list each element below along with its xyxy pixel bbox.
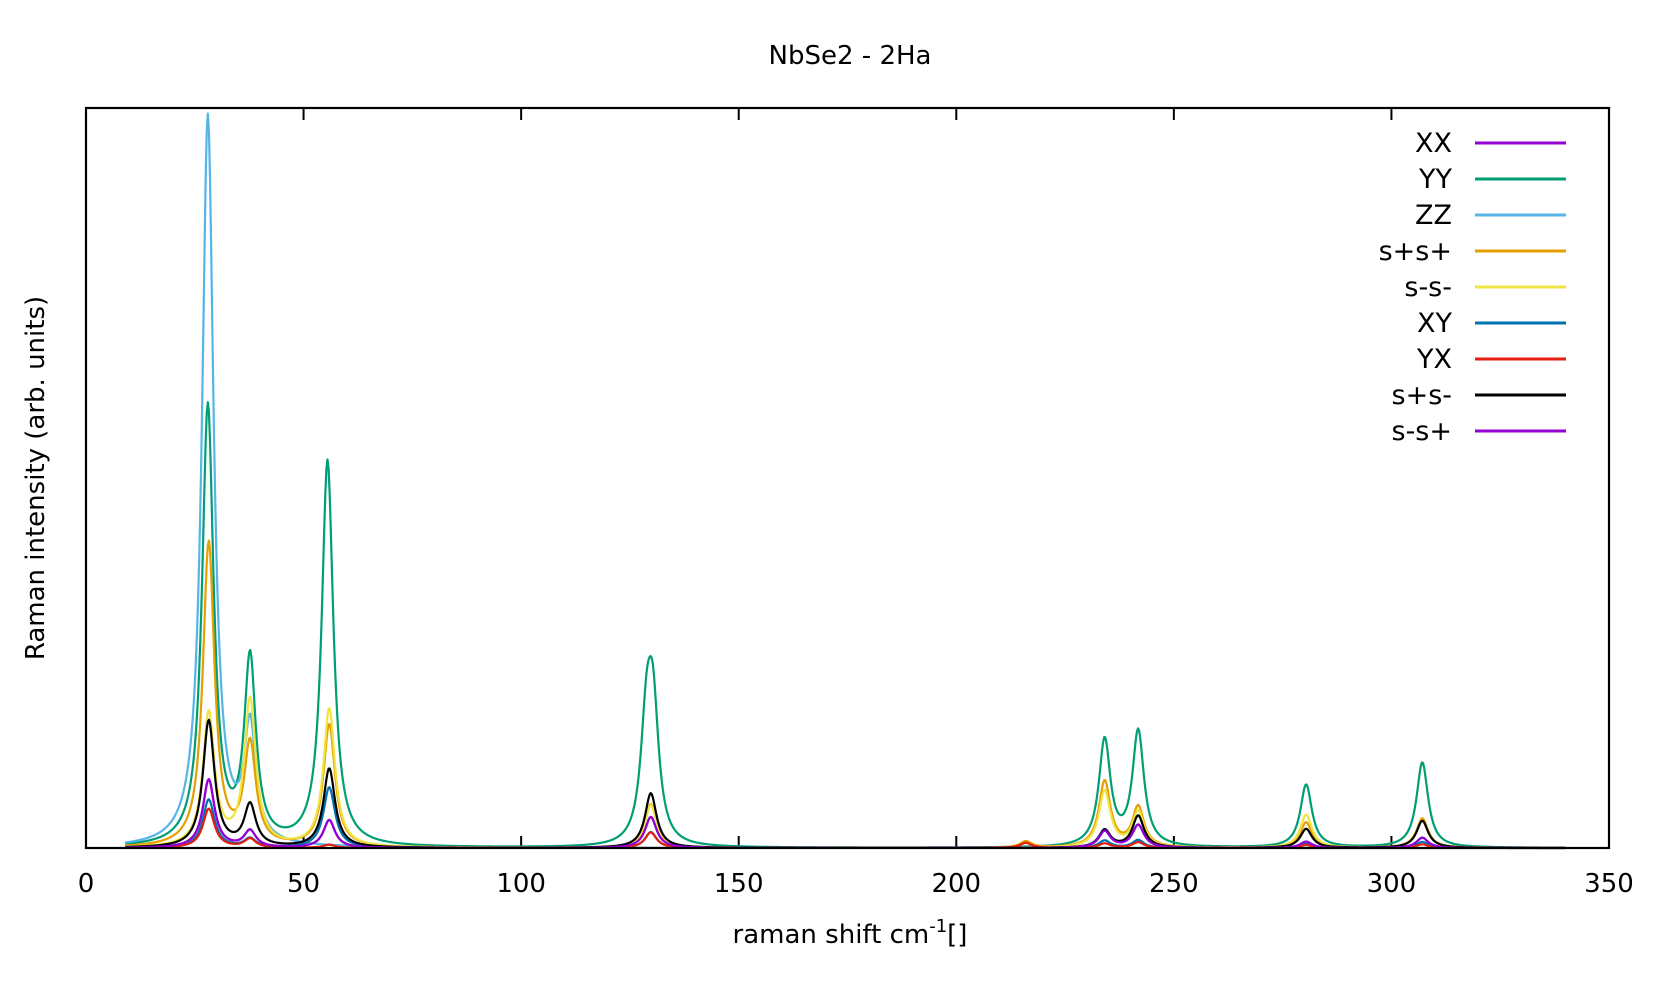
x-tick-label: 100 <box>496 869 546 899</box>
legend-label: s+s+ <box>1379 236 1452 267</box>
x-tick-label: 150 <box>714 869 764 899</box>
legend-label: XY <box>1417 308 1452 339</box>
legend-label: YY <box>1418 164 1452 195</box>
legend: XX YY ZZ s+s+ s-s- XY YX s+s-s-s+ <box>1379 128 1566 447</box>
x-axis-label-superscript: -1 <box>929 916 947 937</box>
x-tick-label: 300 <box>1367 869 1417 899</box>
x-tick-label: 0 <box>78 869 95 899</box>
x-axis-label-main: raman shift cm <box>733 920 930 950</box>
plot-frame <box>84 106 1611 850</box>
x-axis-ticks: 0 50 100 150 200 250 300 350 <box>78 108 1634 899</box>
x-tick-label: 350 <box>1584 869 1634 899</box>
legend-label: XX <box>1415 128 1452 159</box>
y-axis-label: Raman intensity (arb. units) <box>21 296 51 660</box>
x-tick-label: 50 <box>287 869 320 899</box>
legend-label: s-s- <box>1404 272 1452 303</box>
legend-label: s+s- <box>1392 380 1453 411</box>
legend-label: YX <box>1416 344 1452 375</box>
legend-label: s-s+ <box>1392 416 1453 447</box>
x-axis-label: raman shift cm-1[] <box>733 916 968 950</box>
x-tick-label: 250 <box>1149 869 1199 899</box>
legend-label: ZZ <box>1415 200 1452 231</box>
x-tick-label: 200 <box>931 869 981 899</box>
x-axis-label-tail: [] <box>947 920 967 950</box>
chart-title: NbSe2 - 2Ha <box>769 41 932 71</box>
